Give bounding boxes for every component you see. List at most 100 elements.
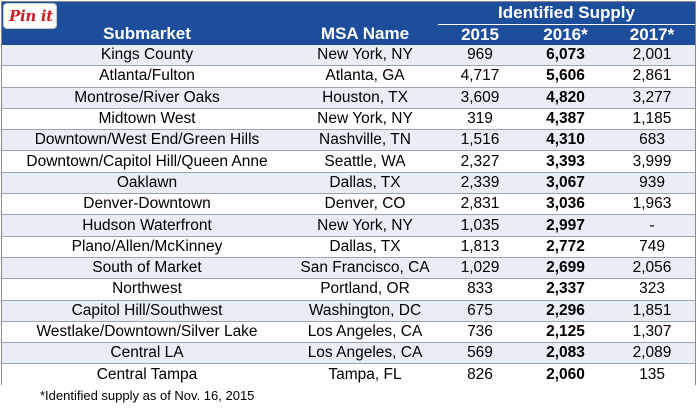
cell-msa-name: New York, NY bbox=[292, 214, 438, 237]
cell-2016: 2,083 bbox=[522, 342, 609, 364]
cell-submarket: Plano/Allen/McKinney bbox=[2, 235, 292, 258]
table-body: Kings County New York, NY 969 6,073 2,001 Atl… bbox=[2, 44, 696, 386]
cell-2015: 1,035 bbox=[438, 214, 522, 237]
cell-2017: 2,056 bbox=[609, 256, 696, 279]
pin-it-label: Pin it bbox=[9, 7, 53, 25]
cell-submarket: Downtown/Capitol Hill/Queen Anne bbox=[2, 150, 292, 173]
cell-2015: 4,717 bbox=[438, 65, 522, 88]
cell-2015: 833 bbox=[438, 278, 522, 301]
header-spacer-2 bbox=[292, 2, 438, 24]
cell-msa-name: Tampa, FL bbox=[292, 363, 438, 386]
cell-2017: 1,185 bbox=[609, 107, 696, 130]
cell-submarket: Westlake/Downtown/Silver Lake bbox=[2, 320, 292, 343]
cell-submarket: Downtown/West End/Green Hills bbox=[2, 129, 292, 151]
cell-2017: 749 bbox=[609, 235, 696, 258]
table-row: South of Market San Francisco, CA 1,029 2,6… bbox=[2, 256, 696, 279]
cell-2015: 1,516 bbox=[438, 129, 522, 151]
cell-submarket: Atlanta/Fulton bbox=[2, 65, 292, 88]
cell-msa-name: San Francisco, CA bbox=[292, 256, 438, 279]
header-spacer-1 bbox=[2, 2, 292, 24]
table-row: Central Tampa Tampa, FL 826 2,060 135 bbox=[2, 363, 696, 386]
cell-2017: 3,277 bbox=[609, 86, 696, 109]
cell-submarket: Central Tampa bbox=[2, 363, 292, 386]
cell-submarket: South of Market bbox=[2, 256, 292, 279]
table-row: Northwest Portland, OR 833 2,337 323 bbox=[2, 278, 696, 301]
cell-msa-name: Washington, DC bbox=[292, 299, 438, 322]
cell-2017: - bbox=[609, 214, 696, 237]
footnote: *Identified supply as of Nov. 16, 2015 bbox=[40, 388, 255, 403]
cell-2016: 2,060 bbox=[522, 363, 609, 386]
table-row: Downtown/Capitol Hill/Queen Anne Seattle,… bbox=[2, 150, 696, 173]
cell-2017: 683 bbox=[609, 129, 696, 151]
cell-msa-name: Atlanta, GA bbox=[292, 65, 438, 88]
cell-submarket: Northwest bbox=[2, 278, 292, 301]
cell-2017: 2,001 bbox=[609, 44, 696, 66]
cell-msa-name: Los Angeles, CA bbox=[292, 342, 438, 364]
cell-2015: 319 bbox=[438, 107, 522, 130]
cell-2015: 969 bbox=[438, 44, 522, 66]
cell-2016: 4,820 bbox=[522, 86, 609, 109]
cell-2015: 675 bbox=[438, 299, 522, 322]
cell-2016: 4,387 bbox=[522, 107, 609, 130]
cell-2017: 2,089 bbox=[609, 342, 696, 364]
cell-2016: 2,997 bbox=[522, 214, 609, 237]
cell-2015: 3,609 bbox=[438, 86, 522, 109]
cell-2016: 2,337 bbox=[522, 278, 609, 301]
table-row: Hudson Waterfront New York, NY 1,035 2,997- bbox=[2, 214, 696, 237]
table-row: Kings County New York, NY 969 6,073 2,001 bbox=[2, 44, 696, 66]
cell-submarket: Midtown West bbox=[2, 107, 292, 130]
cell-msa-name: Portland, OR bbox=[292, 278, 438, 301]
cell-msa-name: New York, NY bbox=[292, 107, 438, 130]
table-row: Plano/Allen/McKinney Dallas, TX 1,813 2,772… bbox=[2, 235, 696, 258]
cell-2015: 826 bbox=[438, 363, 522, 386]
cell-msa-name: Denver, CO bbox=[292, 193, 438, 215]
cell-2016: 2,125 bbox=[522, 320, 609, 343]
cell-msa-name: Los Angeles, CA bbox=[292, 320, 438, 343]
cell-2015: 736 bbox=[438, 320, 522, 343]
cell-2016: 3,067 bbox=[522, 171, 609, 194]
col-header-2016: 2016* bbox=[522, 24, 609, 45]
cell-2016: 3,393 bbox=[522, 150, 609, 173]
col-header-2017: 2017* bbox=[609, 24, 696, 45]
col-header-msa: MSA Name bbox=[292, 24, 438, 45]
cell-2015: 569 bbox=[438, 342, 522, 364]
cell-submarket: Capitol Hill/Southwest bbox=[2, 299, 292, 322]
identified-supply-header: Identified Supply bbox=[438, 2, 696, 25]
cell-2015: 1,029 bbox=[438, 256, 522, 279]
cell-2017: 323 bbox=[609, 278, 696, 301]
header-row-group: Identified Supply bbox=[2, 2, 696, 25]
cell-msa-name: Dallas, TX bbox=[292, 171, 438, 194]
cell-2016: 2,699 bbox=[522, 256, 609, 279]
table-row: Montrose/River Oaks Houston, TX 3,609 4,820… bbox=[2, 86, 696, 109]
table-row: Central LA Los Angeles, CA 569 2,083 2,089 bbox=[2, 342, 696, 364]
cell-2016: 4,310 bbox=[522, 129, 609, 151]
cell-2016: 2,772 bbox=[522, 235, 609, 258]
supply-table: Identified Supply Submarket MSA Name 201… bbox=[2, 2, 696, 386]
cell-2016: 5,606 bbox=[522, 65, 609, 88]
cell-submarket: Montrose/River Oaks bbox=[2, 86, 292, 109]
cell-msa-name: New York, NY bbox=[292, 44, 438, 66]
cell-2015: 2,831 bbox=[438, 193, 522, 215]
cell-msa-name: Houston, TX bbox=[292, 86, 438, 109]
cell-submarket: Denver-Downtown bbox=[2, 193, 292, 215]
cell-msa-name: Dallas, TX bbox=[292, 235, 438, 258]
cell-2017: 939 bbox=[609, 171, 696, 194]
cell-submarket: Oaklawn bbox=[2, 171, 292, 194]
cell-msa-name: Nashville, TN bbox=[292, 129, 438, 151]
table-row: Denver-Downtown Denver, CO 2,831 3,036 1,963 bbox=[2, 193, 696, 215]
cell-2017: 2,861 bbox=[609, 65, 696, 88]
table-row: Downtown/West End/Green Hills Nashville, … bbox=[2, 129, 696, 151]
cell-msa-name: Seattle, WA bbox=[292, 150, 438, 173]
cell-2016: 2,296 bbox=[522, 299, 609, 322]
table-row: Oaklawn Dallas, TX 2,339 3,067 939 bbox=[2, 171, 696, 194]
col-header-2015: 2015 bbox=[438, 24, 522, 45]
table-row: Atlanta/Fulton Atlanta, GA 4,717 5,606 2,861 bbox=[2, 65, 696, 88]
cell-2017: 1,307 bbox=[609, 320, 696, 343]
header-row-columns: Submarket MSA Name 2015 2016* 2017* bbox=[2, 24, 696, 45]
cell-2015: 2,327 bbox=[438, 150, 522, 173]
pin-it-button[interactable]: Pin it bbox=[3, 3, 57, 29]
table-row: Westlake/Downtown/Silver Lake Los Angeles… bbox=[2, 320, 696, 343]
cell-2017: 3,999 bbox=[609, 150, 696, 173]
cell-submarket: Kings County bbox=[2, 44, 292, 66]
cell-2016: 6,073 bbox=[522, 44, 609, 66]
